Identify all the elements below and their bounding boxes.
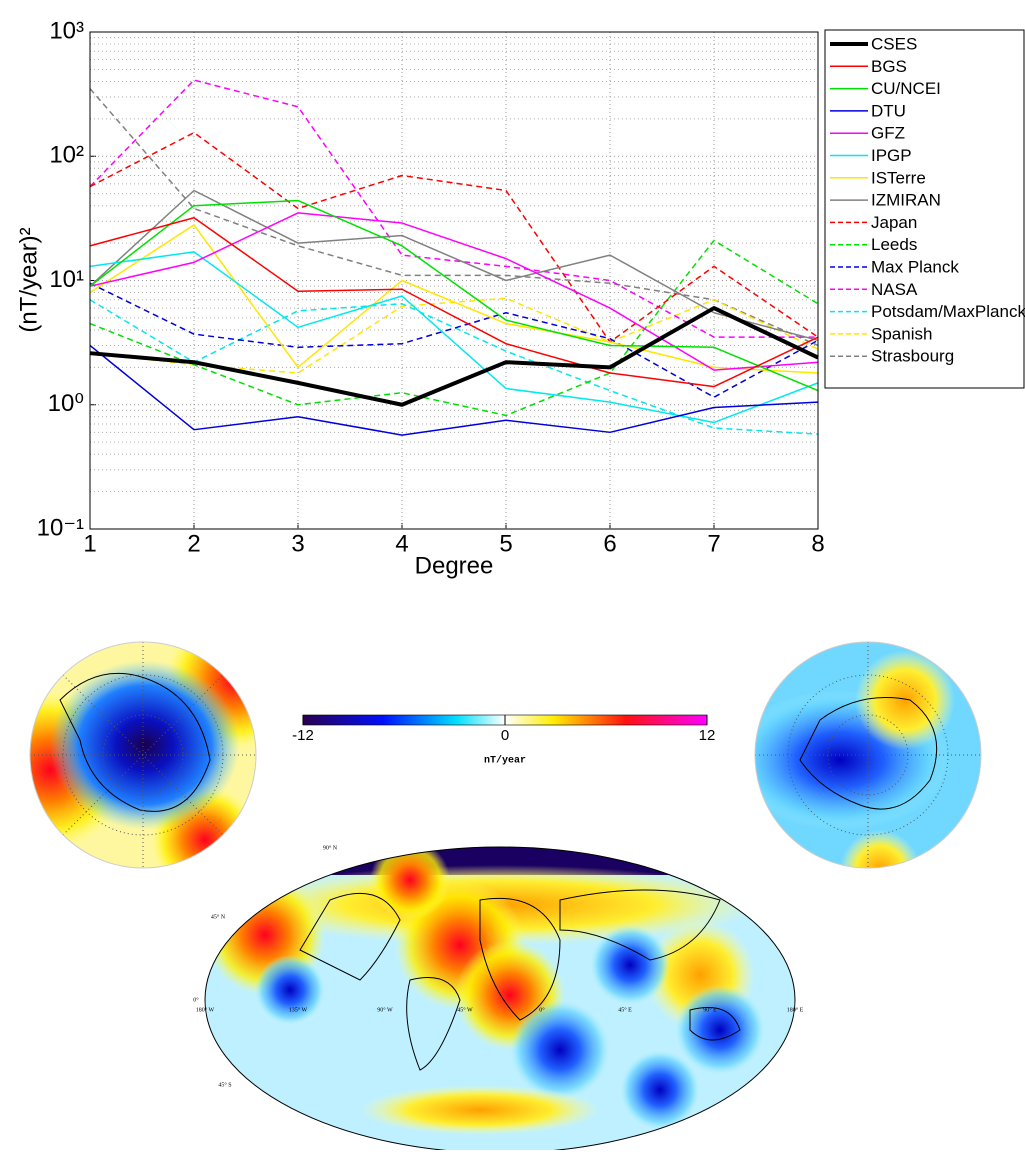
map-blob xyxy=(675,985,765,1075)
map-graticule-label: 90° E xyxy=(703,1006,717,1013)
colorbar-tick-label: -12 xyxy=(292,727,314,744)
map-blob xyxy=(510,1000,610,1100)
map-graticule-label: 0° xyxy=(539,1006,545,1013)
x-tick-label: 6 xyxy=(603,530,616,557)
y-axis-label: (nT/year)² xyxy=(15,227,42,332)
legend-label: GFZ xyxy=(871,124,905,143)
colorbar-tick-label: 0 xyxy=(501,727,509,744)
legend-label: Japan xyxy=(871,213,917,232)
south-polar-map xyxy=(755,642,981,868)
map-graticule-label: 180° W xyxy=(196,1006,215,1013)
x-tick-label: 5 xyxy=(499,530,512,557)
map-border xyxy=(754,641,982,869)
legend-label: Max Planck xyxy=(871,257,959,276)
map-graticule-label: 135° W xyxy=(289,1006,308,1013)
colorbar-tick-label: 12 xyxy=(699,727,716,744)
x-axis-label: Degree xyxy=(415,552,494,579)
map-graticule-label: 0° xyxy=(193,996,199,1003)
coastline xyxy=(799,697,938,810)
legend-label: ISTerre xyxy=(871,168,926,187)
graticule xyxy=(30,642,256,868)
world-map xyxy=(205,847,795,1153)
y-tick-label: 10⁰ xyxy=(48,390,84,417)
legend: CSES BGS CU/NCEI DTU GFZ IPGP ISTerre IZMIRAN Ja… xyxy=(830,34,1025,366)
map-graticule-label: 90° N xyxy=(323,844,338,851)
series-line xyxy=(89,239,819,417)
x-tick-label: 7 xyxy=(707,530,720,557)
legend-label: IZMIRAN xyxy=(871,191,941,210)
legend-label: IPGP xyxy=(871,146,912,165)
map-blob xyxy=(590,925,670,1005)
x-tick-label: 1 xyxy=(83,530,96,557)
coastline xyxy=(59,672,211,812)
map-labels: 90° N 45° N 0° 180° W 135° W 90° W 45° W 0° 45° … xyxy=(193,844,803,1088)
graticule xyxy=(755,642,981,868)
map-graticule-label: 90° W xyxy=(377,1006,393,1013)
map-blob xyxy=(360,1085,600,1135)
series-line xyxy=(89,212,819,371)
x-tick-label: 4 xyxy=(395,530,408,557)
north-polar-map xyxy=(30,642,256,868)
map-graticule-label: 45° S xyxy=(218,1081,231,1088)
legend-label: Leeds xyxy=(871,235,917,254)
series-line xyxy=(89,88,819,347)
map-blob xyxy=(840,830,920,868)
coastline xyxy=(299,889,741,1071)
series-line xyxy=(89,251,819,424)
map-graticule-label: 45° W xyxy=(457,1006,473,1013)
series-line xyxy=(89,299,819,435)
x-tick-label: 2 xyxy=(187,530,200,557)
legend-label: Spanish xyxy=(871,324,932,343)
legend-label: NASA xyxy=(871,280,918,299)
map-blob xyxy=(255,955,325,1025)
series-line xyxy=(89,131,819,343)
series-line xyxy=(89,224,819,374)
plot-area xyxy=(89,31,819,530)
y-tick-label: 10³ xyxy=(49,17,84,44)
legend-box xyxy=(824,29,1025,389)
legend-label: Potsdam/MaxPlanck xyxy=(871,302,1025,321)
series-line xyxy=(89,79,818,338)
series-line xyxy=(89,199,819,392)
y-tick-label: 10⁻¹ xyxy=(37,514,84,541)
map-border xyxy=(29,641,257,869)
legend-label: Strasbourg xyxy=(871,347,954,366)
axes-frame xyxy=(89,31,819,530)
series-line xyxy=(89,344,819,436)
legend-label: CSES xyxy=(871,34,917,53)
y-tick-label: 10² xyxy=(49,142,84,169)
series-line xyxy=(89,189,819,342)
map-blob xyxy=(620,1050,700,1130)
y-tick-label: 10¹ xyxy=(49,266,84,293)
series-line xyxy=(89,306,819,407)
map-blob xyxy=(855,650,955,750)
legend-label: DTU xyxy=(871,101,906,120)
colorbar-ticks: -12 0 12 xyxy=(292,715,715,744)
map-graticule-label: 180° E xyxy=(787,1006,804,1013)
series-line xyxy=(89,282,819,398)
map-graticule-label: 45° E xyxy=(618,1006,632,1013)
series-line xyxy=(89,216,819,388)
colorbar-label: nT/year xyxy=(484,755,526,767)
map-blob xyxy=(370,847,450,920)
map-blob xyxy=(50,660,240,830)
legend-label: BGS xyxy=(871,57,907,76)
legend-label: CU/NCEI xyxy=(871,79,941,98)
x-tick-label: 3 xyxy=(291,530,304,557)
map-graticule-label: 45° N xyxy=(211,913,226,920)
x-tick-label: 8 xyxy=(811,530,824,557)
